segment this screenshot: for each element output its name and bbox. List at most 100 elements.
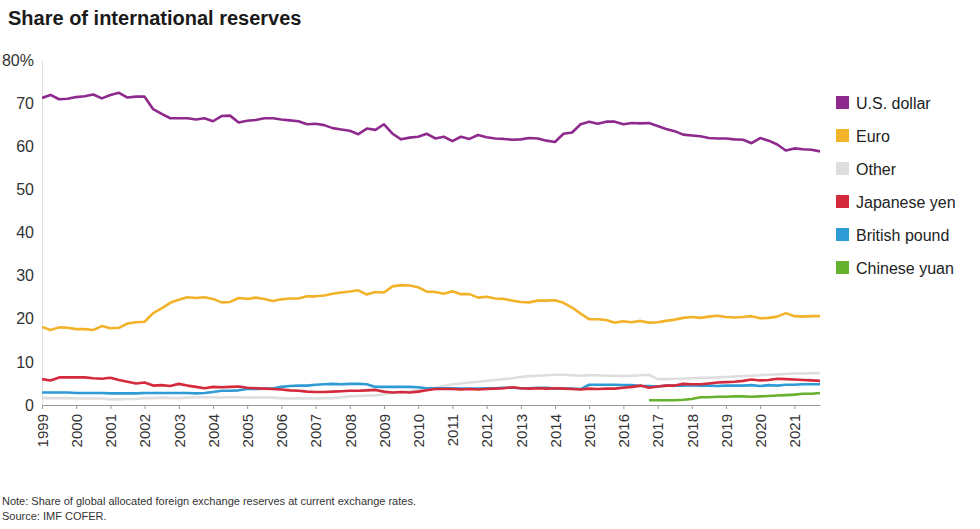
x-tick-mark <box>145 405 146 409</box>
x-tick-label: 2003 <box>171 414 188 447</box>
x-tick-label: 2005 <box>239 414 256 447</box>
legend-label: Japanese yen <box>856 194 956 211</box>
x-tick: 2005 <box>239 405 256 447</box>
x-tick-mark <box>623 405 624 409</box>
y-tick: 20 <box>16 310 42 327</box>
x-tick-mark <box>452 405 453 409</box>
x-tick: 2020 <box>752 405 769 447</box>
x-tick-label: 2014 <box>547 414 564 447</box>
x-tick-mark <box>487 405 488 409</box>
x-tick-label: 2015 <box>581 414 598 447</box>
x-tick-label: 2016 <box>615 414 632 447</box>
y-tick-label: 40 <box>16 224 34 241</box>
x-tick: 2017 <box>649 405 666 447</box>
x-tick-label: 1999 <box>34 414 51 447</box>
legend-label: British pound <box>856 227 949 244</box>
x-tick-mark <box>42 405 43 409</box>
x-tick-mark <box>213 405 214 409</box>
x-tick: 2010 <box>410 405 427 447</box>
legend-item: British pound <box>836 227 949 244</box>
legend-swatch <box>836 96 849 109</box>
x-axis-line <box>43 405 821 406</box>
x-tick-mark <box>316 405 317 409</box>
x-tick: 1999 <box>34 405 51 447</box>
x-tick-mark <box>384 405 385 409</box>
legend-label: Chinese yuan <box>856 260 954 277</box>
x-tick: 2003 <box>171 405 188 447</box>
legend-swatch <box>836 162 849 175</box>
x-tick-label: 2008 <box>342 414 359 447</box>
x-tick-mark <box>281 405 282 409</box>
plot-area <box>42 93 820 400</box>
x-tick-label: 2010 <box>410 414 427 447</box>
x-tick: 2006 <box>273 405 290 447</box>
x-tick: 2008 <box>342 405 359 447</box>
x-tick-label: 2004 <box>205 414 222 447</box>
series-line <box>42 377 820 392</box>
note: Note: Share of global allocated foreign … <box>2 495 416 507</box>
x-tick-mark <box>350 405 351 409</box>
source: Source: IMF COFER. <box>2 510 107 522</box>
legend-swatch <box>836 195 849 208</box>
title: Share of international reserves <box>8 7 301 29</box>
y-axis-line <box>42 61 43 406</box>
x-tick-label: 2017 <box>649 414 666 447</box>
y-tick: 30 <box>16 267 42 284</box>
x-tick: 2021 <box>786 405 803 447</box>
x-tick-label: 2012 <box>478 414 495 447</box>
x-tick-label: 2007 <box>307 414 324 447</box>
x-tick: 2013 <box>513 405 530 447</box>
x-tick-label: 2018 <box>684 414 701 447</box>
y-tick: 50 <box>16 181 42 198</box>
x-tick-mark <box>418 405 419 409</box>
x-tick: 2007 <box>307 405 324 447</box>
y-tick-label: 80% <box>2 52 34 69</box>
x-tick-label: 2001 <box>102 414 119 447</box>
x-tick: 2000 <box>68 405 85 447</box>
x-tick: 2019 <box>718 405 735 447</box>
x-tick-label: 2013 <box>513 414 530 447</box>
x-tick-mark <box>521 405 522 409</box>
legend-label: Euro <box>856 128 890 145</box>
y-axis: 0 10 20 30 40 50 60 70 80% <box>2 52 43 414</box>
x-tick-mark <box>658 405 659 409</box>
x-tick: 2004 <box>205 405 222 447</box>
x-tick-label: 2009 <box>376 414 393 447</box>
x-tick-mark <box>110 405 111 409</box>
x-tick-label: 2011 <box>444 414 461 446</box>
y-tick-label: 0 <box>25 397 34 414</box>
legend: U.S. dollar Euro Other Japanese yen British … <box>836 95 956 277</box>
y-tick: 60 <box>16 138 42 155</box>
legend-label: U.S. dollar <box>856 95 931 112</box>
x-tick-mark <box>76 405 77 409</box>
y-tick-label: 50 <box>16 181 34 198</box>
y-tick-label: 10 <box>16 353 34 370</box>
legend-item: U.S. dollar <box>836 95 931 112</box>
y-tick: 70 <box>16 95 42 112</box>
legend-item: Chinese yuan <box>836 260 954 277</box>
series-line <box>649 393 820 400</box>
y-tick: 40 <box>16 224 42 241</box>
chart: Share of international reserves 0 10 20 30 40… <box>0 0 980 529</box>
x-tick-label: 2006 <box>273 414 290 447</box>
y-tick: 0 <box>25 397 42 414</box>
series-line <box>42 373 820 399</box>
x-tick-mark <box>726 405 727 409</box>
x-tick: 2002 <box>136 405 153 447</box>
legend-swatch <box>836 228 849 241</box>
y-tick-label: 60 <box>16 138 34 155</box>
x-tick: 2011 <box>444 405 461 446</box>
legend-swatch <box>836 261 849 274</box>
x-tick-mark <box>179 405 180 409</box>
legend-label: Other <box>856 161 897 178</box>
x-tick-mark <box>760 405 761 409</box>
x-tick: 2018 <box>684 405 701 447</box>
x-tick-mark <box>247 405 248 409</box>
x-tick-label: 2002 <box>136 414 153 447</box>
y-tick-label: 20 <box>16 310 34 327</box>
y-tick-label: 70 <box>16 95 34 112</box>
x-axis: 1999 2000 2001 2002 2003 2004 2005 2006 2007 2008… <box>34 405 821 447</box>
x-tick: 2001 <box>102 405 119 447</box>
x-tick: 2016 <box>615 405 632 447</box>
legend-item: Euro <box>836 128 890 145</box>
